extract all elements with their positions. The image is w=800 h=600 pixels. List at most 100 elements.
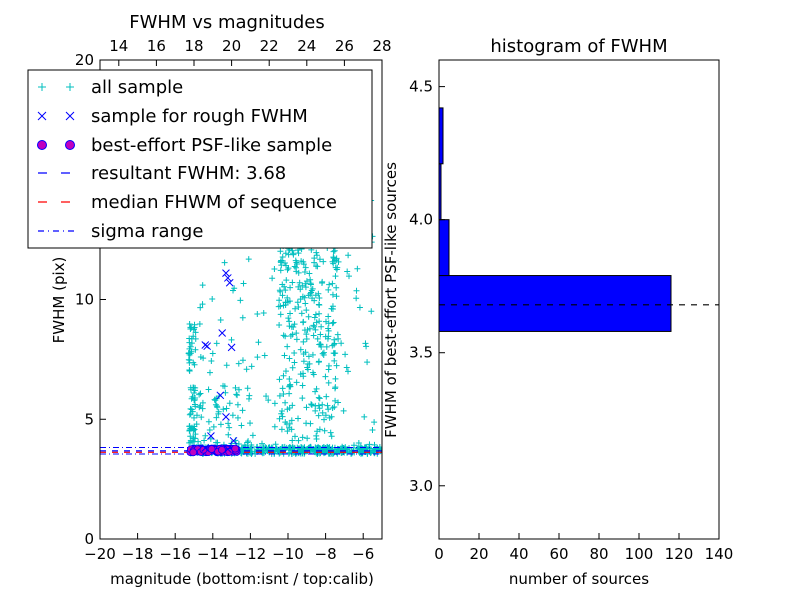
right-axes-frame	[438, 59, 720, 540]
all-sample-point	[289, 437, 296, 444]
all-sample-point	[303, 336, 310, 343]
all-sample-point	[330, 248, 337, 255]
all-sample-point	[332, 375, 339, 382]
all-sample-point	[304, 366, 311, 373]
all-sample-point	[186, 345, 193, 352]
psf-like-point	[231, 444, 240, 453]
all-sample-point	[284, 406, 291, 413]
all-sample-point	[187, 405, 194, 412]
all-sample-point	[215, 408, 222, 415]
all-sample-point	[196, 391, 203, 398]
all-sample-point	[323, 393, 330, 400]
all-sample-point	[332, 397, 339, 404]
all-sample-point	[221, 259, 228, 266]
all-sample-point	[316, 256, 323, 263]
all-sample-point	[326, 281, 333, 288]
right-x-axis-label: number of sources	[509, 570, 649, 588]
all-sample-point	[303, 307, 310, 314]
all-sample-point	[190, 333, 197, 340]
all-sample-point	[231, 285, 238, 292]
left-x-tick-label: −20	[84, 545, 116, 563]
all-sample-point	[191, 389, 198, 396]
all-sample-point	[188, 324, 195, 331]
all-sample-point	[297, 296, 304, 303]
all-sample-point	[329, 405, 336, 412]
all-sample-point	[316, 395, 323, 402]
all-sample-point	[226, 400, 233, 407]
all-sample-point	[302, 284, 309, 291]
all-sample-point	[281, 283, 288, 290]
all-sample-point	[276, 376, 283, 383]
all-sample-point	[313, 319, 320, 326]
all-sample-point	[313, 252, 320, 259]
all-sample-point	[309, 295, 316, 302]
all-sample-point	[210, 423, 217, 430]
all-sample-point	[240, 280, 247, 287]
all-sample-point	[188, 406, 195, 413]
all-sample-point	[199, 282, 206, 289]
legend-box	[27, 69, 373, 249]
right-chart-title: histogram of FWHM	[490, 36, 667, 57]
all-sample-point	[287, 332, 294, 339]
all-sample-point	[192, 403, 199, 410]
all-sample-point	[293, 379, 300, 386]
all-sample-point	[234, 414, 241, 421]
all-sample-point	[197, 402, 204, 409]
all-sample-point	[322, 373, 329, 380]
right-y-axis-label: FWHM of best-effort PSF-like sources	[382, 162, 400, 438]
all-sample-point	[343, 364, 350, 371]
all-sample-point	[312, 292, 319, 299]
all-sample-point	[286, 390, 293, 397]
all-sample-point	[310, 332, 317, 339]
all-sample-point	[311, 323, 318, 330]
all-sample-point	[263, 393, 270, 400]
right-x-tick-label: 100	[625, 545, 654, 563]
all-sample-point	[301, 268, 308, 275]
all-sample-point	[317, 331, 324, 338]
all-sample-point	[285, 251, 292, 258]
all-sample-point	[293, 259, 300, 266]
all-sample-point	[311, 314, 318, 321]
all-sample-point	[297, 346, 304, 353]
all-sample-point	[293, 330, 300, 337]
all-sample-point	[300, 318, 307, 325]
all-sample-point	[249, 432, 256, 439]
all-sample-point	[315, 402, 322, 409]
all-sample-point	[318, 323, 325, 330]
all-sample-point	[234, 401, 241, 408]
all-sample-point	[299, 395, 306, 402]
all-sample-point	[248, 441, 255, 448]
all-sample-point	[197, 390, 204, 397]
all-sample-point	[330, 319, 337, 326]
all-sample-point	[244, 385, 251, 392]
all-sample-point	[192, 431, 199, 438]
top-x-tick-label: 26	[335, 37, 354, 55]
all-sample-point	[247, 420, 254, 427]
all-sample-point	[368, 308, 375, 315]
all-sample-point	[335, 335, 342, 342]
all-sample-point	[287, 284, 294, 291]
rough-fwhm-point	[229, 436, 238, 445]
all-sample-point	[295, 415, 302, 422]
all-sample-point	[279, 292, 286, 299]
all-sample-point	[217, 421, 224, 428]
all-sample-point	[311, 259, 318, 266]
all-sample-point	[322, 412, 329, 419]
all-sample-point	[310, 371, 317, 378]
all-sample-point	[206, 369, 213, 376]
all-sample-point	[239, 314, 246, 321]
all-sample-point	[271, 265, 278, 272]
all-sample-point	[299, 434, 306, 441]
all-sample-point	[254, 354, 261, 361]
all-sample-point	[192, 329, 199, 336]
all-sample-point	[279, 385, 286, 392]
all-sample-point	[202, 432, 209, 439]
all-sample-point	[282, 299, 289, 306]
rough-fwhm-point	[207, 432, 215, 440]
all-sample-point	[207, 435, 214, 442]
all-sample-point	[331, 247, 338, 254]
all-sample-point	[205, 386, 212, 393]
left-y-tick-label: 10	[75, 291, 94, 309]
all-sample-point	[189, 393, 196, 400]
all-sample-point	[245, 438, 252, 445]
